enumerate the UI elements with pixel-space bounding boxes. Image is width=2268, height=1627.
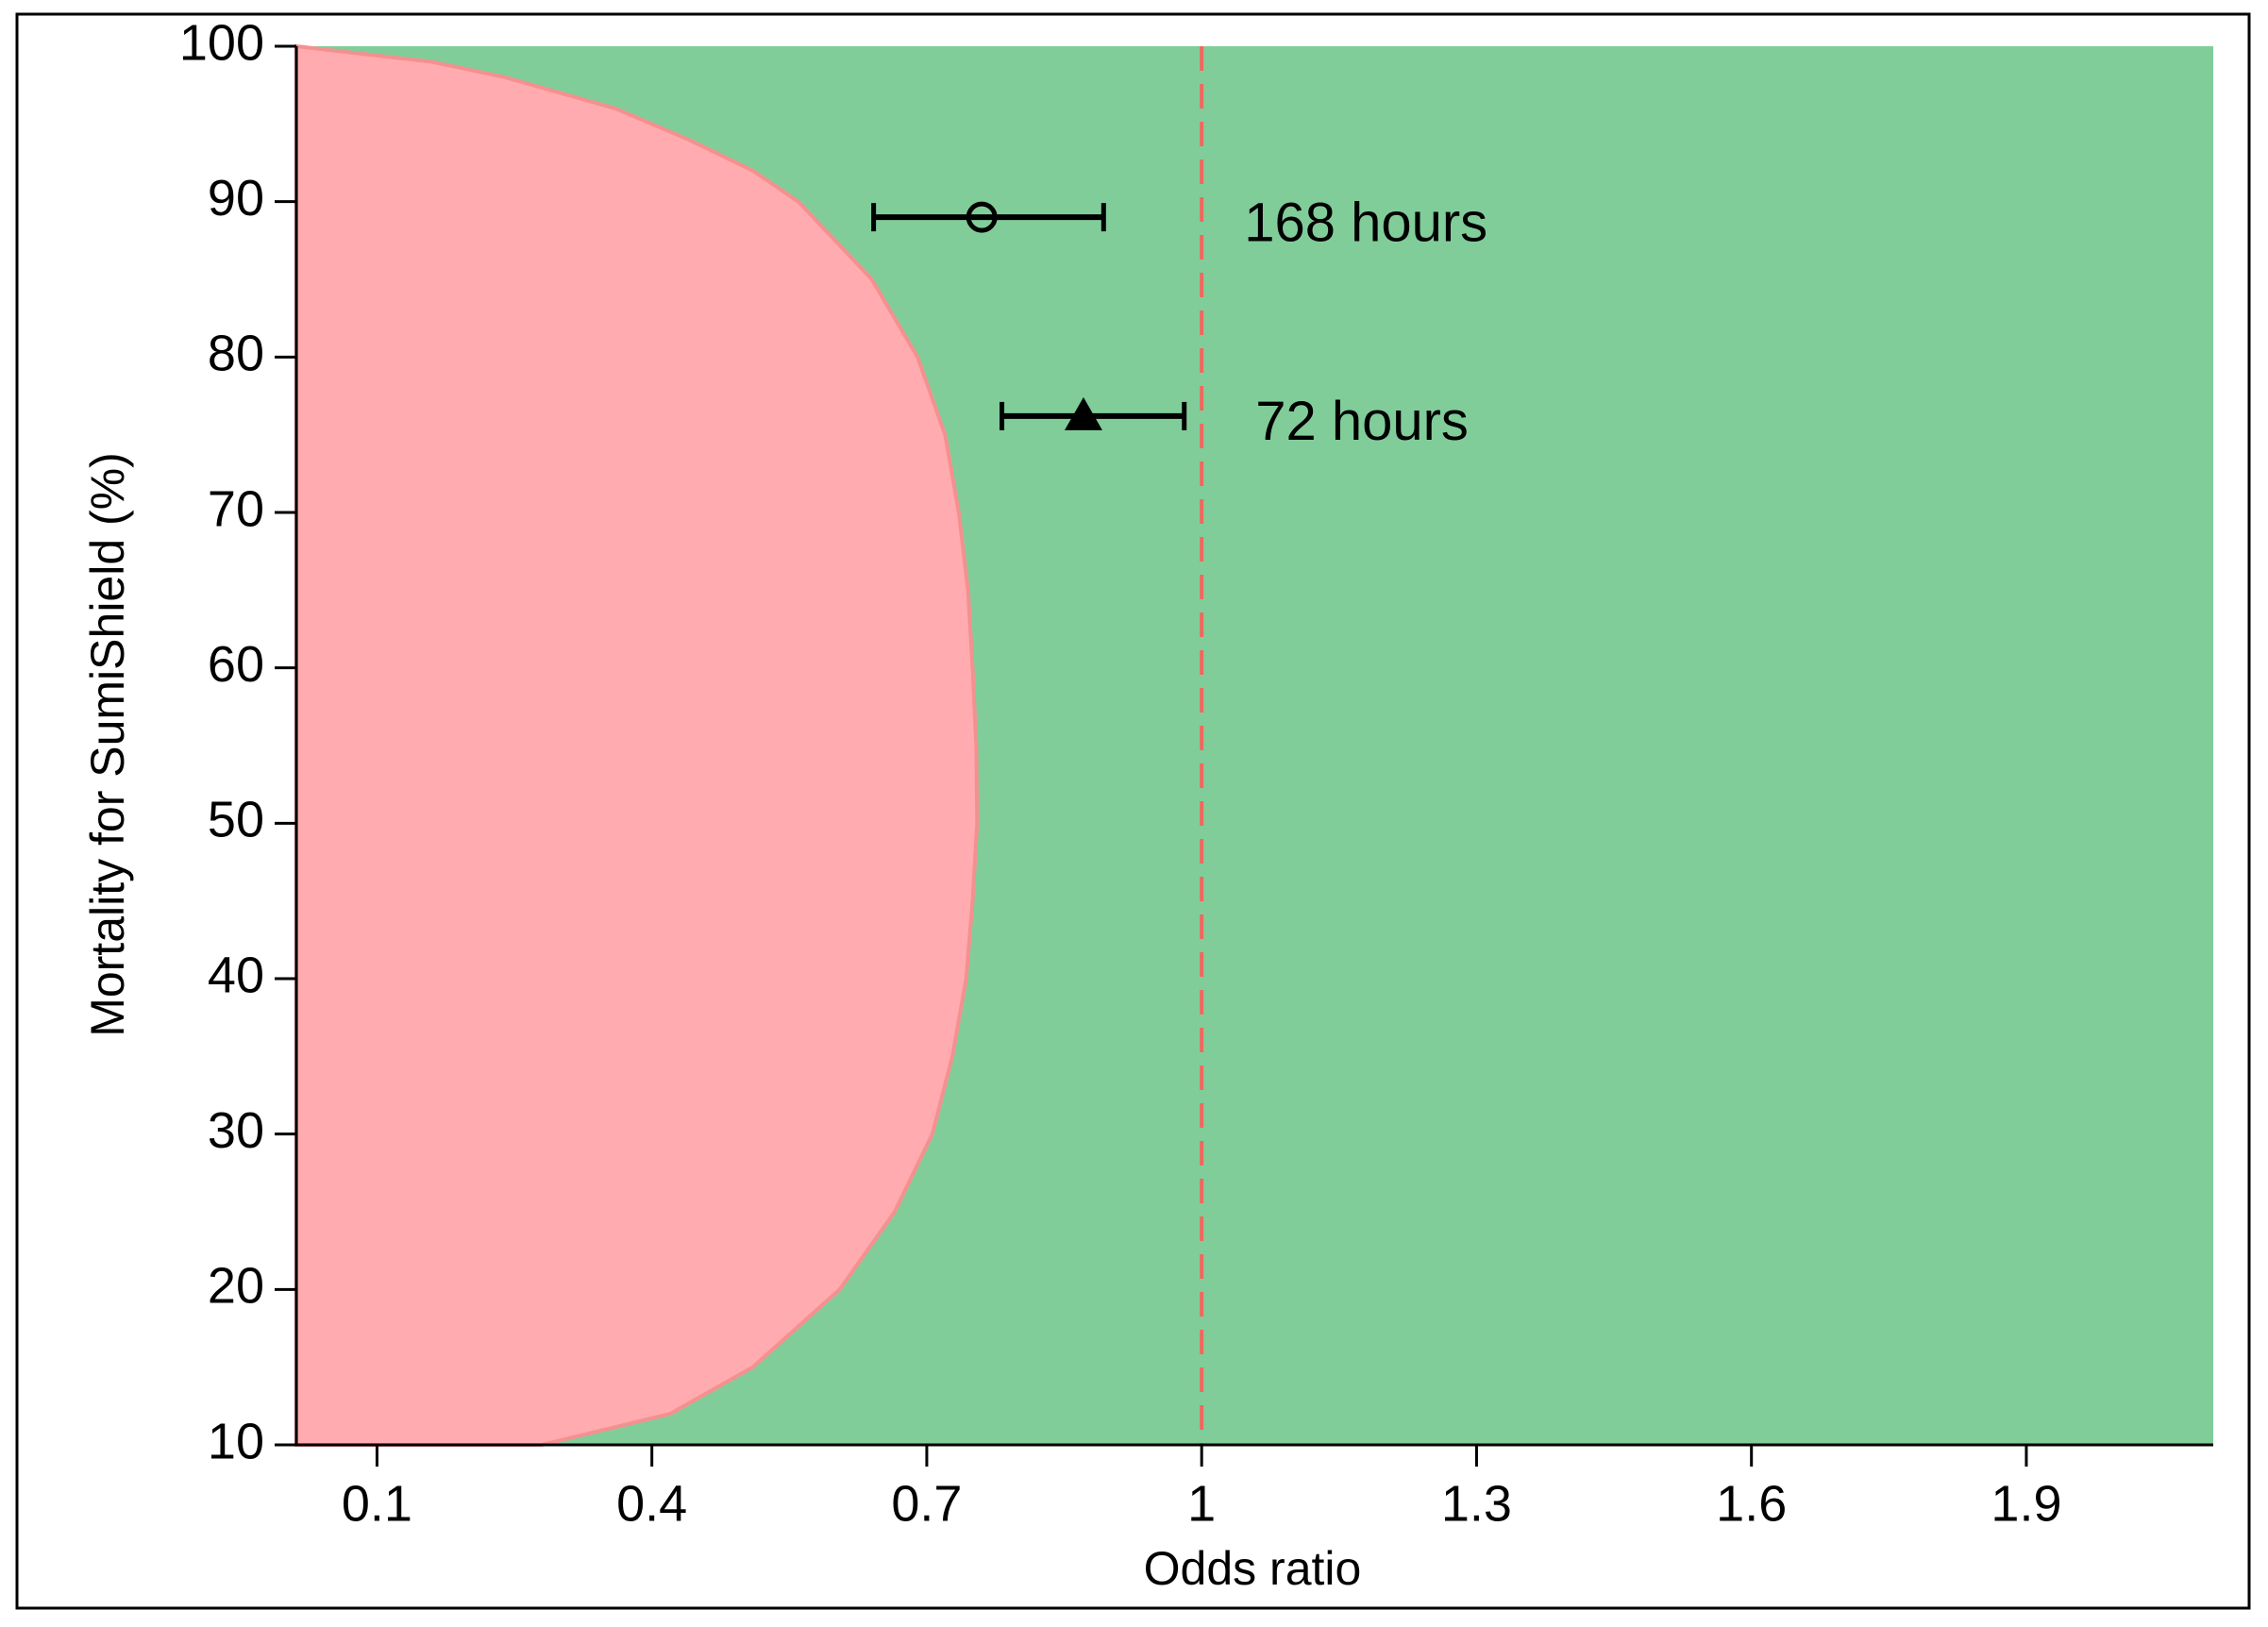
series-label: 168 hours <box>1244 192 1487 253</box>
x-axis-title: Odds ratio <box>1144 1542 1362 1595</box>
y-axis-title: Mortality for SumiShield (%) <box>81 452 134 1037</box>
y-tick-label: 80 <box>208 326 264 382</box>
y-tick-label: 70 <box>208 480 264 537</box>
y-tick-label: 60 <box>208 636 264 693</box>
y-tick-label: 10 <box>208 1413 264 1469</box>
series-label: 72 hours <box>1255 391 1469 452</box>
y-tick-label: 30 <box>208 1102 264 1159</box>
x-tick-label: 1.9 <box>1991 1475 2061 1532</box>
y-tick-label: 20 <box>208 1258 264 1315</box>
x-tick-label: 0.4 <box>616 1475 687 1532</box>
y-tick-label: 50 <box>208 792 264 848</box>
x-tick-label: 1 <box>1187 1475 1216 1532</box>
y-tick-label: 40 <box>208 947 264 1003</box>
y-tick-label: 90 <box>208 170 264 226</box>
risk-region <box>294 43 980 1447</box>
point-marker <box>1064 396 1102 430</box>
point-marker <box>966 201 998 233</box>
x-tick-label: 1.3 <box>1441 1475 1512 1532</box>
x-tick-label: 0.7 <box>891 1475 962 1532</box>
x-tick-label: 0.1 <box>342 1475 412 1532</box>
x-tick-label: 1.6 <box>1716 1475 1787 1532</box>
y-tick-label: 100 <box>179 14 264 71</box>
plot-area <box>294 43 2213 1447</box>
